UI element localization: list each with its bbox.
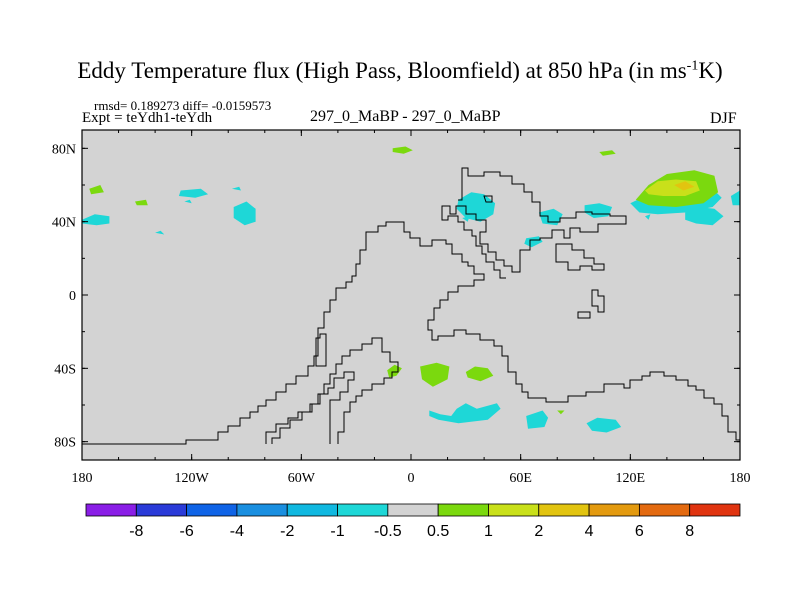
colorbar-label: -4 [230,523,244,540]
coastline-southeast-asia [555,243,605,271]
y-axis: 80N 40N 0 40S 80S [52,142,740,451]
colorbar-swatch [186,503,238,517]
contour-patch-25 [429,403,501,424]
y-tick-label: 0 [69,289,76,304]
stats-label: rmsd= 0.189273 diff= -0.0159573 [94,98,272,113]
contour-patch-6 [184,199,192,204]
colorbar-swatch [588,503,640,517]
colorbar-swatch [236,503,288,517]
coastline-caspian [483,195,493,203]
y-tick-label: 40S [54,362,76,377]
colorbar-label: 8 [685,523,694,540]
contour-patch-22 [420,362,450,387]
contour-patch-11 [462,216,470,222]
colorbar-swatch [286,503,338,517]
contour-patch-2 [233,201,256,226]
y-tick-label: 80S [54,436,76,451]
map-background [82,130,740,460]
contour-patch-9 [599,150,616,156]
colorbar-swatch [135,503,188,517]
contour-patch-28 [586,417,622,433]
contour-patch-27 [557,410,565,415]
x-tick-label: 180 [730,471,751,486]
colorbar-swatch [387,503,439,517]
x-tick-label: 120E [616,471,646,486]
y-tick-label: 40N [52,216,76,231]
contour-patch-13 [524,236,543,248]
contour-patch-5 [178,188,209,198]
colorbar-label: 6 [635,523,644,540]
colorbar: -8 -6 -4 -2 -1 -0.5 0.5 1 2 4 6 8 [85,503,741,540]
colorbar-label: -1 [330,523,344,540]
x-tick-label: 60E [509,471,532,486]
contour-patch-8 [392,146,413,154]
contour-patch-7 [231,186,241,191]
colorbar-swatch [85,503,137,517]
experiment-label: Expt = teYdh1-teYdh [82,110,213,126]
contour-patch-19 [685,207,724,226]
colorbar-label: 0.5 [427,523,449,540]
experiment-name: 297_0_MaBP - 297_0_MaBP [310,108,501,125]
contour-patch-20 [730,190,740,206]
contour-patch-3 [89,185,104,195]
x-axis: 180 120W 60W 0 60E 120E 180 [72,130,751,486]
x-tick-label: 180 [72,471,93,486]
coastline-central-america [315,333,327,367]
contour-patch-1 [155,230,165,235]
colorbar-label: -0.5 [374,523,402,540]
y-tick-label: 80N [52,142,76,157]
contour-patch-24 [465,366,494,382]
coastline-eurasia [441,167,627,279]
colorbar-swatch [689,503,741,517]
x-tick-label: 60W [288,471,316,486]
x-tick-label: 0 [408,471,415,486]
coastline-americas [82,221,740,445]
colorbar-swatch [538,503,590,517]
contour-patch-26 [526,410,549,429]
coastline-greenland [458,176,463,201]
contour-patch-21 [645,214,651,220]
colorbar-swatch [437,503,489,517]
colorbar-swatch [638,503,691,517]
x-tick-label: 120W [175,471,210,486]
contour-patch-12 [538,208,563,226]
season-label: DJF [710,110,737,127]
contour-patch-0 [82,214,110,226]
contour-fills [82,146,740,433]
colorbar-label: 1 [484,523,493,540]
colorbar-label: 2 [534,523,543,540]
colorbar-swatch [337,503,389,517]
coastline-south-america-tip [271,371,355,444]
colorbar-label: 4 [585,523,594,540]
colorbar-swatch [488,503,540,517]
colorbar-label: -8 [129,523,143,540]
chart-title: Eddy Temperature flux (High Pass, Bloomf… [77,58,723,83]
coastline-indonesia [577,289,605,319]
contour-patch-18 [674,181,695,191]
contour-patch-4 [135,199,148,206]
colorbar-label: -2 [280,523,294,540]
colorbar-label: -6 [179,523,193,540]
coastlines [82,167,740,445]
